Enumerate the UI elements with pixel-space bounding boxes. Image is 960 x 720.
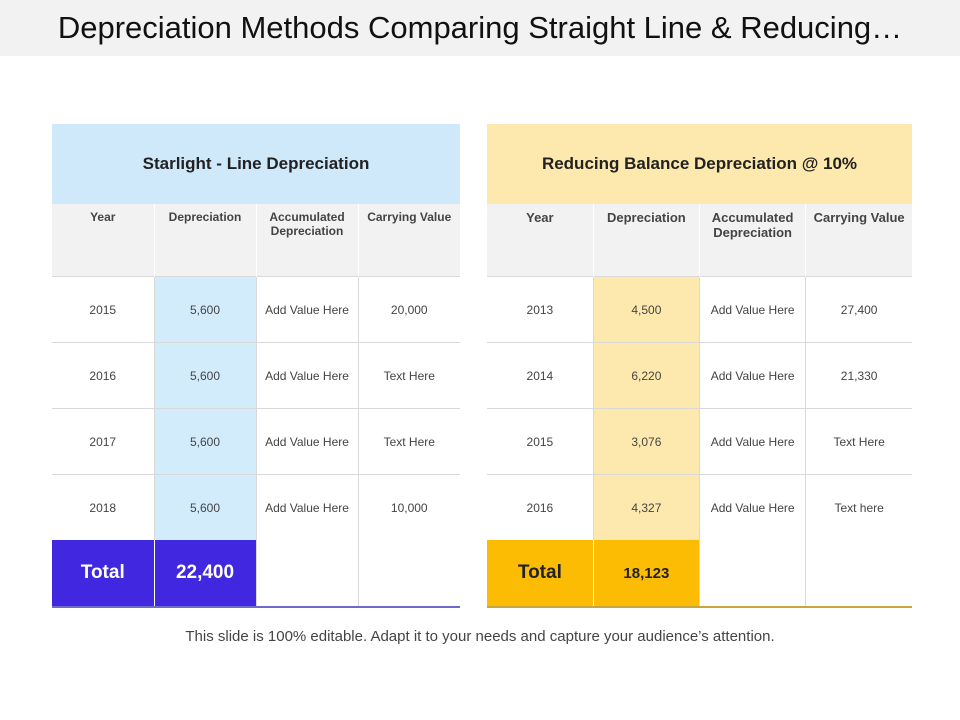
accumulated-cell: Add Value Here (698, 342, 806, 409)
accumulated-cell: Add Value Here (255, 408, 358, 475)
depreciation-cell: 4,327 (592, 474, 700, 540)
total-row: Total 18,123 (487, 540, 912, 608)
table-row: 2017 5,600 Add Value Here Text Here (52, 408, 460, 475)
straight-line-panel: Starlight - Line Depreciation Year Depre… (52, 124, 460, 608)
total-value: 22,400 (153, 540, 256, 608)
straight-line-table: Year Depreciation Accumulated Depreciati… (52, 204, 460, 608)
table-row: 2014 6,220 Add Value Here 21,330 (487, 342, 912, 409)
table-row: 2018 5,600 Add Value Here 10,000 (52, 474, 460, 540)
total-empty-cell (805, 540, 912, 608)
total-value: 18,123 (592, 540, 700, 608)
accumulated-cell: Add Value Here (698, 276, 806, 343)
carrying-cell: Text Here (357, 408, 460, 475)
col-year: Year (487, 204, 594, 277)
depreciation-cell: 3,076 (592, 408, 700, 475)
year-cell: 2015 (487, 408, 594, 475)
table-row: 2016 5,600 Add Value Here Text Here (52, 342, 460, 409)
total-label: Total (52, 540, 154, 608)
total-empty-cell (698, 540, 806, 608)
reducing-balance-table: Year Depreciation Accumulated Depreciati… (487, 204, 912, 608)
depreciation-cell: 4,500 (592, 276, 700, 343)
year-cell: 2016 (52, 342, 154, 409)
carrying-cell: Text Here (357, 342, 460, 409)
footer-note: This slide is 100% editable. Adapt it to… (185, 628, 775, 645)
year-cell: 2017 (52, 408, 154, 475)
col-accumulated-depreciation: Accumulated Depreciation (698, 204, 806, 277)
depreciation-cell: 5,600 (153, 474, 256, 540)
accumulated-cell: Add Value Here (255, 342, 358, 409)
total-row: Total 22,400 (52, 540, 460, 608)
header-row: Year Depreciation Accumulated Depreciati… (487, 204, 912, 277)
carrying-cell: 27,400 (805, 276, 912, 343)
year-cell: 2018 (52, 474, 154, 540)
carrying-cell: 10,000 (357, 474, 460, 540)
year-cell: 2015 (52, 276, 154, 343)
col-depreciation: Depreciation (153, 204, 256, 277)
table-row: 2015 3,076 Add Value Here Text Here (487, 408, 912, 475)
reducing-balance-heading: Reducing Balance Depreciation @ 10% (487, 124, 912, 204)
carrying-cell: Text Here (805, 408, 912, 475)
col-depreciation: Depreciation (592, 204, 700, 277)
carrying-cell: 21,330 (805, 342, 912, 409)
year-cell: 2013 (487, 276, 594, 343)
depreciation-cell: 5,600 (153, 342, 256, 409)
col-carrying-value: Carrying Value (357, 204, 460, 277)
depreciation-cell: 6,220 (592, 342, 700, 409)
title-bar: Depreciation Methods Comparing Straight … (0, 0, 960, 56)
slide-title: Depreciation Methods Comparing Straight … (57, 10, 903, 45)
accumulated-cell: Add Value Here (698, 474, 806, 540)
depreciation-cell: 5,600 (153, 276, 256, 343)
carrying-cell: 20,000 (357, 276, 460, 343)
total-empty-cell (255, 540, 358, 608)
year-cell: 2014 (487, 342, 594, 409)
total-label: Total (487, 540, 594, 608)
col-carrying-value: Carrying Value (805, 204, 912, 277)
accumulated-cell: Add Value Here (255, 474, 358, 540)
table-row: 2015 5,600 Add Value Here 20,000 (52, 276, 460, 343)
total-empty-cell (357, 540, 460, 608)
header-row: Year Depreciation Accumulated Depreciati… (52, 204, 460, 277)
table-row: 2016 4,327 Add Value Here Text here (487, 474, 912, 540)
col-year: Year (52, 204, 154, 277)
depreciation-cell: 5,600 (153, 408, 256, 475)
reducing-balance-panel: Reducing Balance Depreciation @ 10% Year… (487, 124, 912, 608)
straight-line-heading: Starlight - Line Depreciation (52, 124, 460, 204)
accumulated-cell: Add Value Here (698, 408, 806, 475)
col-accumulated-depreciation: Accumulated Depreciation (255, 204, 358, 277)
table-row: 2013 4,500 Add Value Here 27,400 (487, 276, 912, 343)
accumulated-cell: Add Value Here (255, 276, 358, 343)
year-cell: 2016 (487, 474, 594, 540)
carrying-cell: Text here (805, 474, 912, 540)
